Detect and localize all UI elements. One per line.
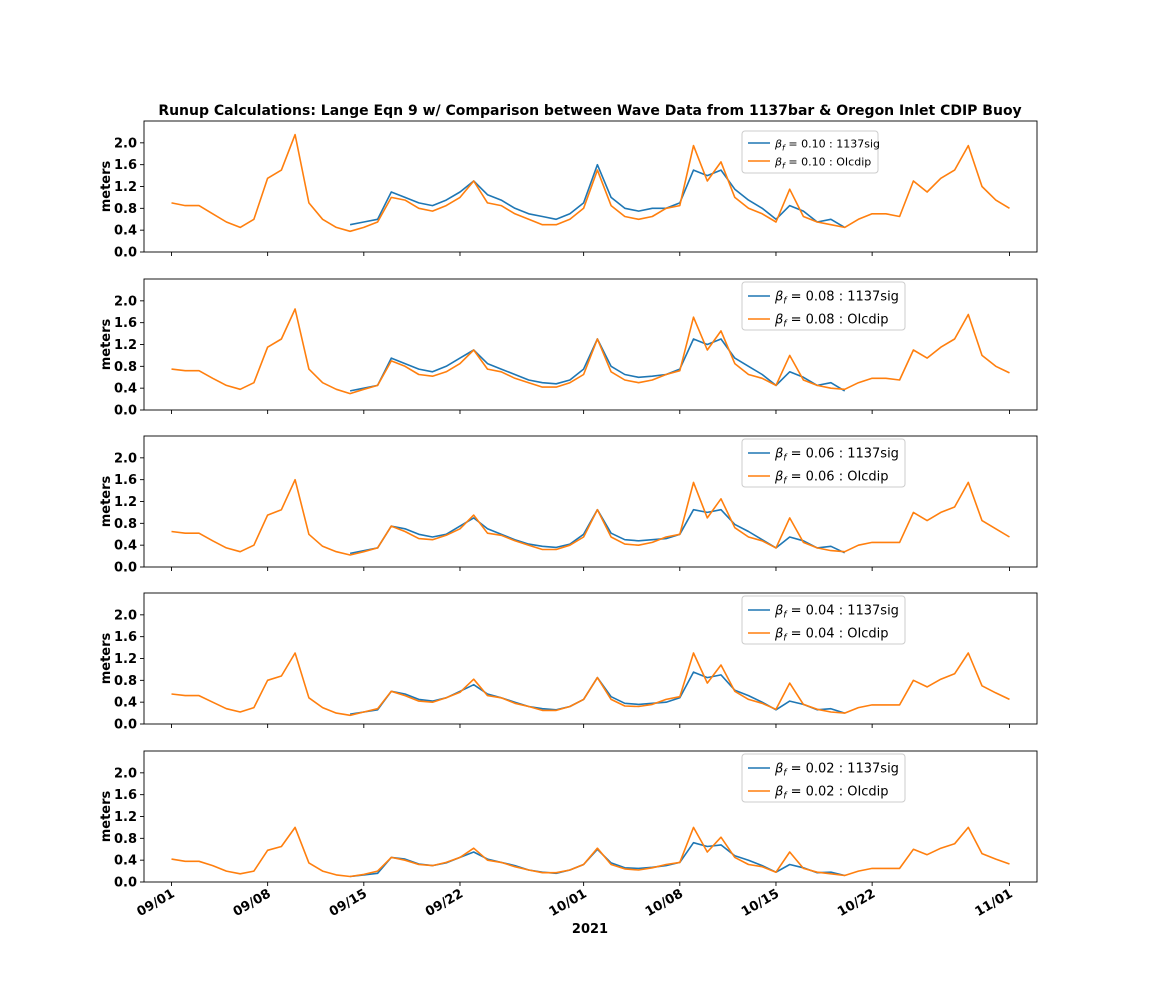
- y-tick-label: 0.8: [114, 832, 137, 847]
- legend-box: [741, 595, 906, 645]
- y-tick-label: 0.4: [114, 854, 137, 869]
- series-line-2: [171, 133, 1010, 233]
- plot-area-1: [143, 120, 1038, 253]
- y-tick-label: 0.4: [114, 382, 137, 397]
- y-tick-label: 1.6: [114, 316, 137, 331]
- x-tick-label: 10/15: [739, 886, 782, 919]
- y-tick-label: 0.4: [114, 539, 137, 554]
- y-tick-label: 0.0: [114, 561, 137, 576]
- legend-box: [741, 281, 906, 331]
- y-tick-label: 0.0: [114, 876, 137, 891]
- series-line-2: [171, 478, 1010, 556]
- x-tick-label: 10/01: [547, 886, 590, 919]
- y-tick-label: 1.2: [114, 338, 137, 353]
- y-tick-label: 0.8: [114, 202, 137, 217]
- y-tick-label: 2.0: [114, 608, 137, 623]
- legend-label: βf = 0.10 : OIcdip: [774, 156, 871, 171]
- x-tick-label: 10/08: [643, 886, 686, 919]
- legend-label: βf = 0.02 : 1137sig: [774, 762, 899, 779]
- figure-title: Runup Calculations: Lange Eqn 9 w/ Compa…: [158, 103, 1021, 119]
- y-tick-label: 0.0: [114, 246, 137, 261]
- legend-label: βf = 0.06 : OIcdip: [774, 470, 889, 487]
- legend-label: βf = 0.10 : 1137sig: [774, 138, 880, 153]
- legend-label: βf = 0.04 : 1137sig: [774, 604, 899, 621]
- y-tick-label: 1.6: [114, 158, 137, 173]
- y-tick-label: 1.6: [114, 630, 137, 645]
- y-tick-label: 2.0: [114, 766, 137, 781]
- series-line-1: [349, 163, 846, 229]
- y-axis-label: meters: [99, 318, 114, 370]
- y-tick-label: 0.8: [114, 674, 137, 689]
- y-tick-label: 2.0: [114, 136, 137, 151]
- legend-label: βf = 0.06 : 1137sig: [774, 447, 899, 464]
- y-tick-label: 1.6: [114, 473, 137, 488]
- y-axis-label: meters: [99, 475, 114, 527]
- x-tick-label: 09/15: [327, 886, 370, 919]
- y-tick-label: 1.2: [114, 810, 137, 825]
- y-tick-label: 1.6: [114, 788, 137, 803]
- y-tick-label: 2.0: [114, 294, 137, 309]
- legend-label: βf = 0.02 : OIcdip: [774, 785, 889, 802]
- x-tick-label: 09/22: [423, 886, 466, 919]
- x-tick-label: 09/01: [135, 886, 178, 919]
- x-axis-label: 2021: [572, 922, 608, 937]
- legend-label: βf = 0.08 : OIcdip: [774, 313, 889, 330]
- series-line-2: [171, 308, 1010, 395]
- series-line-2: [171, 652, 1010, 717]
- y-tick-label: 0.0: [114, 404, 137, 419]
- legend-label: βf = 0.04 : OIcdip: [774, 627, 889, 644]
- y-tick-label: 0.4: [114, 696, 137, 711]
- y-tick-label: 0.0: [114, 718, 137, 733]
- y-axis-label: meters: [99, 632, 114, 684]
- y-tick-label: 0.8: [114, 517, 137, 532]
- y-tick-label: 1.2: [114, 652, 137, 667]
- y-axis-label: meters: [99, 160, 114, 212]
- y-tick-label: 1.2: [114, 495, 137, 510]
- x-tick-label: 10/22: [835, 886, 878, 919]
- y-tick-label: 0.4: [114, 224, 137, 239]
- legend: βf = 0.06 : 1137sig βf = 0.06 : OIcdip: [741, 438, 906, 488]
- legend-label: βf = 0.08 : 1137sig: [774, 290, 899, 307]
- y-axis-label: meters: [99, 790, 114, 842]
- y-tick-label: 2.0: [114, 451, 137, 466]
- legend: βf = 0.04 : 1137sig βf = 0.04 : OIcdip: [741, 595, 906, 645]
- legend-box: [741, 438, 906, 488]
- legend: βf = 0.10 : 1137sig βf = 0.10 : OIcdip: [741, 130, 880, 174]
- x-tick-label: 09/08: [231, 886, 274, 919]
- y-tick-label: 1.2: [114, 180, 137, 195]
- series-line-2: [171, 826, 1010, 878]
- legend: βf = 0.02 : 1137sig βf = 0.02 : OIcdip: [741, 753, 906, 803]
- legend: βf = 0.08 : 1137sig βf = 0.08 : OIcdip: [741, 281, 906, 331]
- x-tick-label: 11/01: [973, 886, 1016, 919]
- y-tick-label: 0.8: [114, 360, 137, 375]
- legend-box: [741, 130, 879, 174]
- legend-box: [741, 753, 906, 803]
